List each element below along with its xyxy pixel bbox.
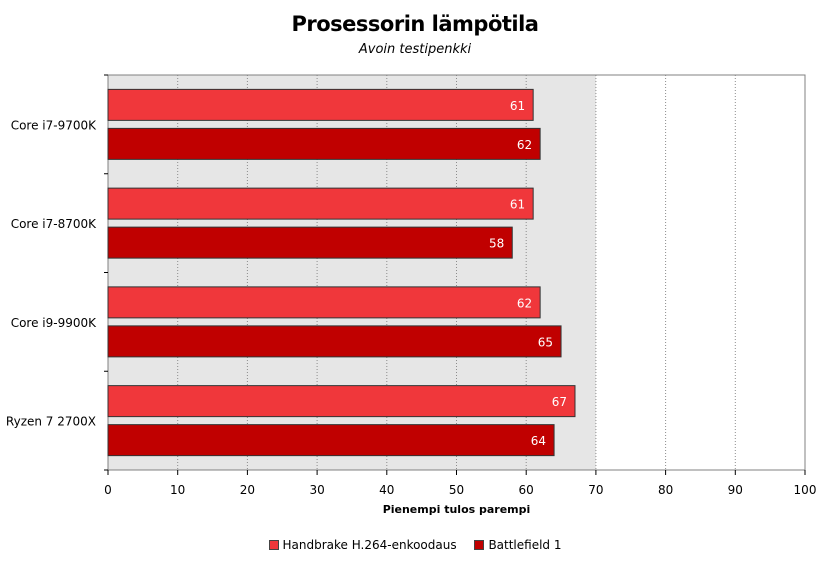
legend-swatch-handbrake bbox=[268, 540, 279, 550]
bar-value-label: 62 bbox=[517, 138, 532, 152]
x-tick-label: 100 bbox=[794, 483, 817, 497]
bar bbox=[107, 88, 534, 121]
x-tick-label: 0 bbox=[104, 483, 112, 497]
bar bbox=[107, 424, 555, 457]
x-tick-label: 30 bbox=[309, 483, 324, 497]
chart-subtitle: Avoin testipenkki bbox=[358, 42, 472, 57]
bar bbox=[107, 286, 541, 319]
category-label: Core i7-8700K bbox=[11, 217, 97, 231]
bar bbox=[107, 385, 576, 418]
x-tick-label: 80 bbox=[658, 483, 673, 497]
x-tick-label: 60 bbox=[519, 483, 534, 497]
category-label: Core i9-9900K bbox=[11, 316, 97, 330]
plot-background-right bbox=[595, 75, 805, 470]
bar-value-label: 58 bbox=[489, 237, 504, 251]
legend-item-handbrake: Handbrake H.264-enkoodaus bbox=[268, 538, 457, 552]
legend-item-battlefield: Battlefield 1 bbox=[474, 538, 562, 552]
bar-value-label: 62 bbox=[517, 296, 532, 310]
legend-label-battlefield: Battlefield 1 bbox=[488, 538, 562, 552]
x-axis-label: Pienempi tulos parempi bbox=[382, 503, 531, 516]
x-tick-label: 70 bbox=[588, 483, 603, 497]
bar bbox=[107, 127, 541, 160]
category-label: Core i7-9700K bbox=[11, 118, 97, 132]
bar bbox=[107, 325, 562, 358]
bar-value-label: 61 bbox=[510, 99, 525, 113]
bar-value-label: 64 bbox=[531, 434, 546, 448]
bar-value-label: 65 bbox=[538, 335, 553, 349]
chart-title: Prosessorin lämpötila bbox=[291, 12, 539, 36]
x-tick-label: 10 bbox=[170, 483, 185, 497]
x-tick-label: 40 bbox=[379, 483, 394, 497]
category-label: Ryzen 7 2700X bbox=[6, 415, 96, 429]
x-tick-label: 90 bbox=[728, 483, 743, 497]
x-tick-label: 50 bbox=[449, 483, 464, 497]
legend-label-handbrake: Handbrake H.264-enkoodaus bbox=[282, 538, 457, 552]
bar-value-label: 61 bbox=[510, 198, 525, 212]
x-tick-label: 20 bbox=[240, 483, 255, 497]
legend-swatch-battlefield bbox=[474, 540, 485, 550]
legend: Handbrake H.264-enkoodaus Battlefield 1 bbox=[0, 538, 830, 553]
bar-value-label: 67 bbox=[552, 395, 567, 409]
bar bbox=[107, 226, 513, 259]
bar bbox=[107, 187, 534, 220]
